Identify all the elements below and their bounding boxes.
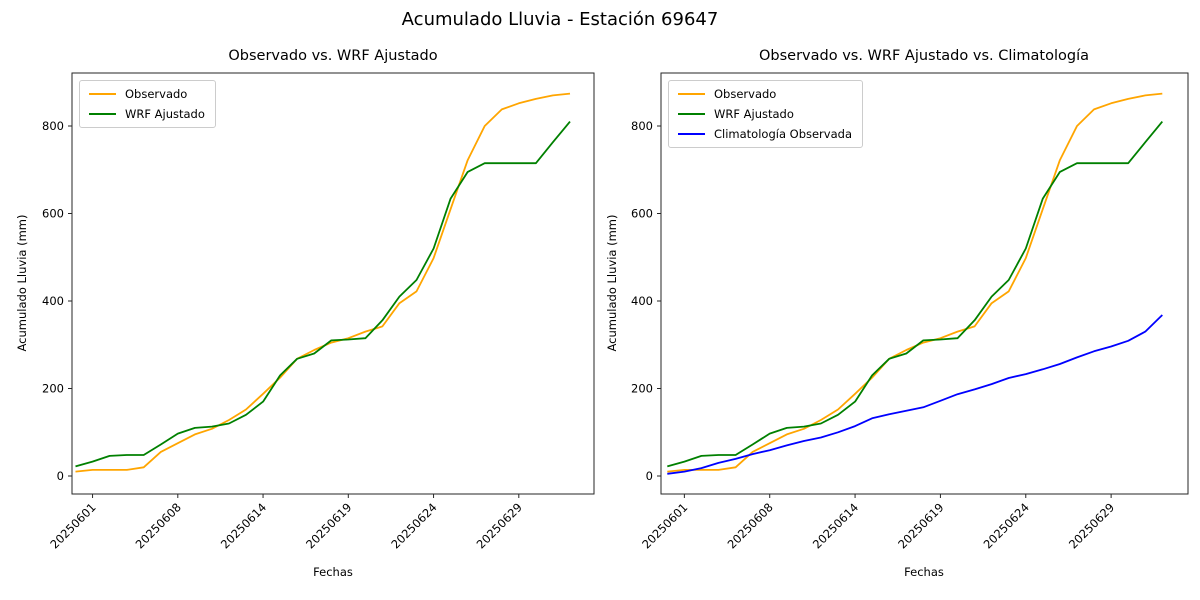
legend-label: WRF Ajustado	[125, 107, 205, 121]
observado-line-swatch	[89, 93, 116, 95]
y-tick-label: 0	[57, 469, 64, 483]
x-tick-label: 20250619	[303, 500, 354, 551]
y-tick-label: 800	[631, 119, 653, 133]
x-tick-label: 20250614	[810, 500, 861, 551]
legend-item-wrf-ajustado: WRF Ajustado	[678, 107, 852, 121]
legend-label: Observado	[714, 87, 777, 101]
x-tick-label: 20250601	[47, 500, 98, 551]
x-tick-label: 20250629	[474, 500, 525, 551]
x-tick-label: 20250624	[981, 500, 1032, 551]
right-plot-spines	[660, 72, 1189, 495]
y-tick-label: 600	[631, 207, 653, 221]
y-tick-label: 400	[631, 294, 653, 308]
subplot-right-xlabel: Fechas	[904, 565, 944, 579]
subplot-right-ylabel: Acumulado Lluvia (mm)	[605, 214, 619, 352]
legend-label: Climatología Observada	[714, 127, 852, 141]
legend-item-climatologia: Climatología Observada	[678, 127, 852, 141]
figure-title: Acumulado Lluvia - Estación 69647	[401, 9, 719, 30]
left-plot-spines	[71, 72, 595, 495]
subplot-left-xlabel: Fechas	[313, 565, 353, 579]
line-wrf-ajustado	[667, 121, 1163, 468]
x-tick-label: 20250629	[1066, 500, 1117, 551]
x-tick-label: 20250624	[388, 500, 439, 551]
y-tick-label: 0	[646, 469, 653, 483]
legend-item-observado: Observado	[678, 87, 852, 101]
line-observado	[667, 92, 1163, 473]
x-tick-label: 20250619	[895, 500, 946, 551]
legend-label: WRF Ajustado	[714, 107, 794, 121]
y-tick-label: 200	[42, 382, 64, 396]
line-climatolog-a-observada	[667, 314, 1163, 475]
legend-item-observado: Observado	[89, 87, 205, 101]
y-tick-label: 600	[42, 207, 64, 221]
x-tick-label: 20250601	[639, 500, 690, 551]
y-tick-label: 200	[631, 382, 653, 396]
x-tick-label: 20250608	[725, 500, 776, 551]
x-tick-label: 20250614	[218, 500, 269, 551]
climatologia-line-swatch	[678, 133, 705, 135]
subplot-right-title: Observado vs. WRF Ajustado vs. Climatolo…	[759, 48, 1089, 64]
subplot-left-legend: Observado WRF Ajustado	[79, 80, 216, 128]
observado-line-swatch	[678, 93, 705, 95]
y-tick-label: 800	[42, 119, 64, 133]
line-wrf-ajustado	[75, 121, 571, 468]
line-observado	[75, 92, 571, 473]
subplot-left-title: Observado vs. WRF Ajustado	[228, 48, 438, 64]
x-tick-label: 20250608	[133, 500, 184, 551]
subplot-left-ylabel: Acumulado Lluvia (mm)	[15, 214, 29, 352]
subplot-right-legend: Observado WRF Ajustado Climatología Obse…	[668, 80, 863, 148]
wrf-line-swatch	[678, 113, 705, 115]
legend-item-wrf-ajustado: WRF Ajustado	[89, 107, 205, 121]
y-tick-label: 400	[42, 294, 64, 308]
legend-label: Observado	[125, 87, 188, 101]
left-plot-axes: 0 200 400 600 800 20250601 20250608 20250614 202…	[42, 72, 595, 552]
wrf-line-swatch	[89, 113, 116, 115]
